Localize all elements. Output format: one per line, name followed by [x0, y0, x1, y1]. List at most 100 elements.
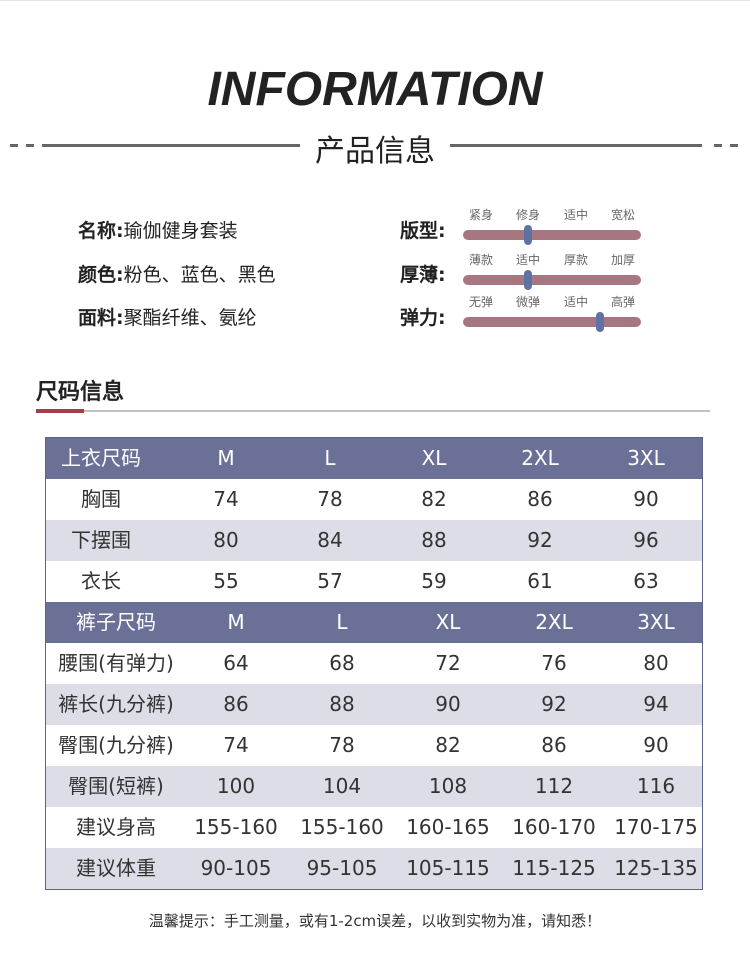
table-cell: 78 [329, 733, 355, 757]
fit-scale: 紧身 修身 适中 宽松 [463, 206, 643, 246]
table-cell: 74 [223, 733, 249, 757]
table-cell: 裤子尺码 [76, 610, 156, 634]
table-cell: 105-115 [406, 856, 490, 880]
table-cell: 72 [435, 651, 461, 675]
scale-label: 无弹 [468, 295, 494, 309]
table-cell: 96 [633, 528, 659, 552]
information-title: INFORMATION [207, 63, 543, 116]
table-row: 下摆围 80 84 88 92 96 [46, 520, 702, 561]
table-row: 建议身高 155-160 155-160 160-165 160-170 170… [46, 807, 702, 848]
table-cell: 臀围(短裤) [68, 774, 164, 798]
table-row: 衣长 55 57 59 61 63 [46, 561, 702, 602]
table-cell: 63 [633, 569, 659, 593]
table-cell: 160-170 [512, 815, 596, 839]
table-cell: 86 [223, 692, 249, 716]
scale-label: 高弹 [610, 295, 636, 309]
table-cell: 76 [541, 651, 567, 675]
line-left [42, 144, 300, 147]
line-right [450, 144, 702, 147]
attr-fit-label: 版型: [400, 220, 446, 242]
table-cell: 88 [421, 528, 447, 552]
table-row: 裤长(九分裤) 86 88 90 92 94 [46, 684, 702, 725]
product-color-key: 颜色: [78, 264, 124, 286]
table-cell: 90 [633, 487, 659, 511]
scale-marker [524, 225, 532, 245]
table-cell: 建议体重 [76, 856, 156, 880]
table-cell: 裤长(九分裤) [58, 692, 174, 716]
table-cell: 腰围(有弹力) [58, 651, 174, 675]
scale-label: 适中 [515, 253, 541, 267]
product-fabric: 面料:聚酯纤维、氨纶 [78, 303, 257, 330]
table-cell: 116 [636, 774, 676, 798]
size-table: 上衣尺码 M L XL 2XL 3XL 胸围 74 78 82 86 90 下摆… [45, 437, 703, 890]
elasticity-scale: 无弹 微弹 适中 高弹 [463, 293, 643, 333]
table-cell: 68 [329, 651, 355, 675]
attr-elasticity-label: 弹力: [400, 307, 446, 329]
table-cell: XL [421, 446, 447, 470]
dash-right-2 [730, 144, 738, 147]
table-cell: 衣长 [81, 569, 121, 593]
size-info-title: 尺码信息 [36, 380, 125, 405]
pants-header-row: 裤子尺码 M L XL 2XL 3XL [46, 602, 702, 643]
table-cell: 88 [329, 692, 355, 716]
size-info-rule-accent [36, 409, 84, 413]
table-cell: 125-135 [614, 856, 698, 880]
attr-elasticity-key: 弹力: [400, 303, 446, 330]
table-cell: XL [435, 610, 461, 634]
scale-bar [463, 230, 641, 240]
table-cell: 155-160 [300, 815, 384, 839]
product-color-value: 粉色、蓝色、黑色 [123, 264, 276, 286]
scale-marker [524, 270, 532, 290]
table-cell: 104 [322, 774, 362, 798]
section-title: 产品信息 [315, 134, 435, 169]
product-fabric-key: 面料: [78, 307, 124, 329]
table-cell: M [227, 610, 245, 634]
table-row: 臀围(九分裤) 74 78 82 86 90 [46, 725, 702, 766]
table-cell: 160-165 [406, 815, 490, 839]
table-row: 建议体重 90-105 95-105 105-115 115-125 125-1… [46, 848, 702, 889]
scale-label: 修身 [515, 208, 541, 222]
scale-label: 薄款 [468, 253, 494, 267]
table-cell: 80 [643, 651, 669, 675]
dash-right-1 [714, 144, 722, 147]
table-cell: 92 [541, 692, 567, 716]
scale-label: 适中 [563, 208, 589, 222]
top-divider [0, 0, 750, 1]
scale-label: 适中 [563, 295, 589, 309]
table-row: 胸围 74 78 82 86 90 [46, 479, 702, 520]
table-cell: 115-125 [512, 856, 596, 880]
product-name-key: 名称: [78, 220, 124, 242]
table-row: 臀围(短裤) 100 104 108 112 116 [46, 766, 702, 807]
table-cell: 90 [435, 692, 461, 716]
product-name: 名称:瑜伽健身套装 [78, 216, 238, 243]
product-color: 颜色:粉色、蓝色、黑色 [78, 260, 276, 287]
table-cell: 80 [213, 528, 239, 552]
table-cell: 82 [421, 487, 447, 511]
table-cell: 建议身高 [76, 815, 156, 839]
size-info-rule [36, 410, 710, 412]
product-fabric-value: 聚酯纤维、氨纶 [123, 307, 257, 329]
table-cell: 78 [317, 487, 343, 511]
section-header-product-info: 产品信息 [0, 122, 750, 169]
thickness-scale: 薄款 适中 厚款 加厚 [463, 251, 643, 291]
table-cell: 108 [428, 774, 468, 798]
table-cell: 2XL [521, 446, 559, 470]
table-cell: 100 [216, 774, 256, 798]
table-cell: M [217, 446, 235, 470]
table-cell: 57 [317, 569, 343, 593]
table-cell: 95-105 [306, 856, 378, 880]
table-cell: L [336, 610, 348, 634]
table-cell: 上衣尺码 [61, 446, 141, 470]
table-cell: 64 [223, 651, 249, 675]
tops-header-row: 上衣尺码 M L XL 2XL 3XL [46, 438, 702, 479]
table-cell: 90 [643, 733, 669, 757]
table-cell: 3XL [627, 446, 665, 470]
table-cell: 2XL [535, 610, 573, 634]
table-cell: 胸围 [81, 487, 121, 511]
table-cell: 3XL [637, 610, 675, 634]
table-cell: 74 [213, 487, 239, 511]
footer-note: 温馨提示：手工测量，或有1-2cm误差，以收到实物为准，请知悉！ [148, 912, 602, 930]
table-row: 腰围(有弹力) 64 68 72 76 80 [46, 643, 702, 684]
table-cell: 61 [527, 569, 553, 593]
table-cell: 86 [527, 487, 553, 511]
